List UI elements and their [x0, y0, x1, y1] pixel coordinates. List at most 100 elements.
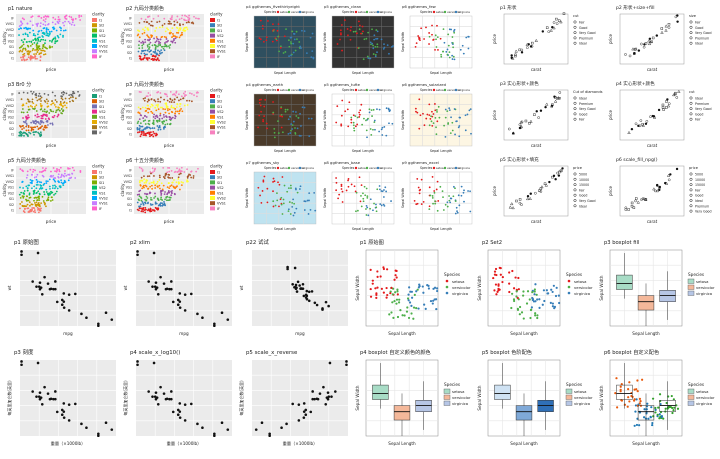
- data-point: [151, 25, 154, 27]
- legend-label: virginica: [696, 401, 712, 406]
- data-point: [45, 180, 48, 182]
- panel-title: p4 scale_x_log10(): [130, 350, 180, 356]
- data-point: [85, 426, 88, 430]
- data-point: [656, 413, 659, 416]
- data-point: [354, 190, 357, 193]
- data-point: [666, 104, 671, 108]
- data-point: [363, 38, 366, 41]
- data-point: [341, 201, 344, 203]
- legend-label: virginica: [458, 166, 470, 170]
- panel-title: p8 ggthemes_base: [324, 160, 361, 165]
- data-point: [42, 19, 45, 22]
- legend-key: [445, 279, 449, 283]
- data-point: [352, 30, 355, 33]
- data-point: [144, 26, 147, 29]
- data-point: [435, 46, 438, 48]
- data-point: [176, 36, 178, 38]
- legend-title: Species: [342, 166, 355, 170]
- data-point: [20, 360, 23, 363]
- data-point: [57, 180, 60, 182]
- data-point: [25, 125, 28, 128]
- data-point: [673, 92, 677, 96]
- data-point: [144, 198, 146, 201]
- plot-panel: [619, 165, 685, 217]
- axis-label-x: mpg: [179, 331, 189, 336]
- data-point: [21, 22, 24, 25]
- data-point: [57, 113, 60, 116]
- data-point: [407, 316, 411, 320]
- data-point: [55, 101, 58, 103]
- data-point: [308, 135, 311, 138]
- data-point: [522, 317, 525, 320]
- data-point: [360, 194, 362, 197]
- data-point: [407, 293, 410, 296]
- data-point: [259, 38, 262, 41]
- legend-label: IF: [217, 55, 220, 59]
- data-point: [140, 210, 143, 213]
- data-point: [292, 51, 295, 54]
- legend-label: virginica: [574, 401, 590, 406]
- data-point: [514, 276, 517, 279]
- data-point: [64, 97, 67, 100]
- data-point: [35, 196, 38, 199]
- data-point: [258, 114, 261, 117]
- data-point: [339, 38, 341, 41]
- tick-label: VVS2: [124, 28, 132, 32]
- data-point: [379, 203, 382, 206]
- data-point: [141, 187, 144, 190]
- data-point: [50, 170, 52, 173]
- data-point: [665, 401, 668, 405]
- data-point: [431, 33, 433, 36]
- data-point: [68, 94, 71, 97]
- data-point: [36, 191, 38, 194]
- data-point: [358, 24, 361, 27]
- data-point: [433, 191, 436, 194]
- data-point: [302, 294, 306, 298]
- data-point: [31, 49, 34, 52]
- data-point: [626, 405, 629, 408]
- data-point: [383, 189, 385, 191]
- data-point: [176, 15, 179, 18]
- legend-label: Very Good: [579, 31, 596, 35]
- data-point: [430, 115, 432, 118]
- legend-label: SI2: [99, 100, 104, 104]
- data-point: [37, 190, 40, 193]
- data-point: [147, 29, 150, 31]
- data-point: [73, 24, 76, 27]
- data-point: [48, 118, 51, 121]
- data-point: [294, 127, 296, 129]
- data-point: [637, 49, 641, 52]
- data-point: [174, 110, 177, 113]
- data-point: [59, 166, 62, 169]
- data-point: [298, 41, 301, 43]
- legend-label: Very Good: [579, 107, 596, 111]
- data-point: [392, 287, 395, 290]
- data-point: [144, 115, 146, 117]
- data-point: [140, 133, 143, 136]
- data-point: [466, 113, 469, 116]
- data-point: [281, 131, 284, 134]
- data-point: [510, 56, 513, 60]
- legend-key: [689, 31, 693, 35]
- data-point: [434, 200, 436, 202]
- data-point: [166, 186, 169, 189]
- data-point: [54, 18, 57, 21]
- data-point: [138, 199, 140, 202]
- legend-key: [573, 41, 577, 45]
- data-point: [441, 190, 444, 193]
- data-point: [431, 24, 433, 27]
- data-point: [652, 187, 656, 191]
- data-point: [360, 32, 362, 35]
- axis-label-x: Sepal Length: [352, 149, 374, 153]
- clarity-panel: p1 natureI1I1SI2SI2SI1SI1VS2VS2VS1VS1VVS…: [2, 6, 108, 72]
- panel-title: p1 形状: [500, 4, 517, 11]
- data-point: [340, 188, 343, 190]
- axis-label-y: price: [492, 109, 497, 119]
- data-point: [518, 201, 522, 205]
- data-point: [183, 403, 187, 406]
- data-point: [410, 296, 414, 299]
- clarity-panel: p3 Br0 分I1I1SI2SI2SI1SI1VS2VS2VS1VS1VVS2…: [2, 81, 108, 148]
- data-point: [386, 44, 389, 47]
